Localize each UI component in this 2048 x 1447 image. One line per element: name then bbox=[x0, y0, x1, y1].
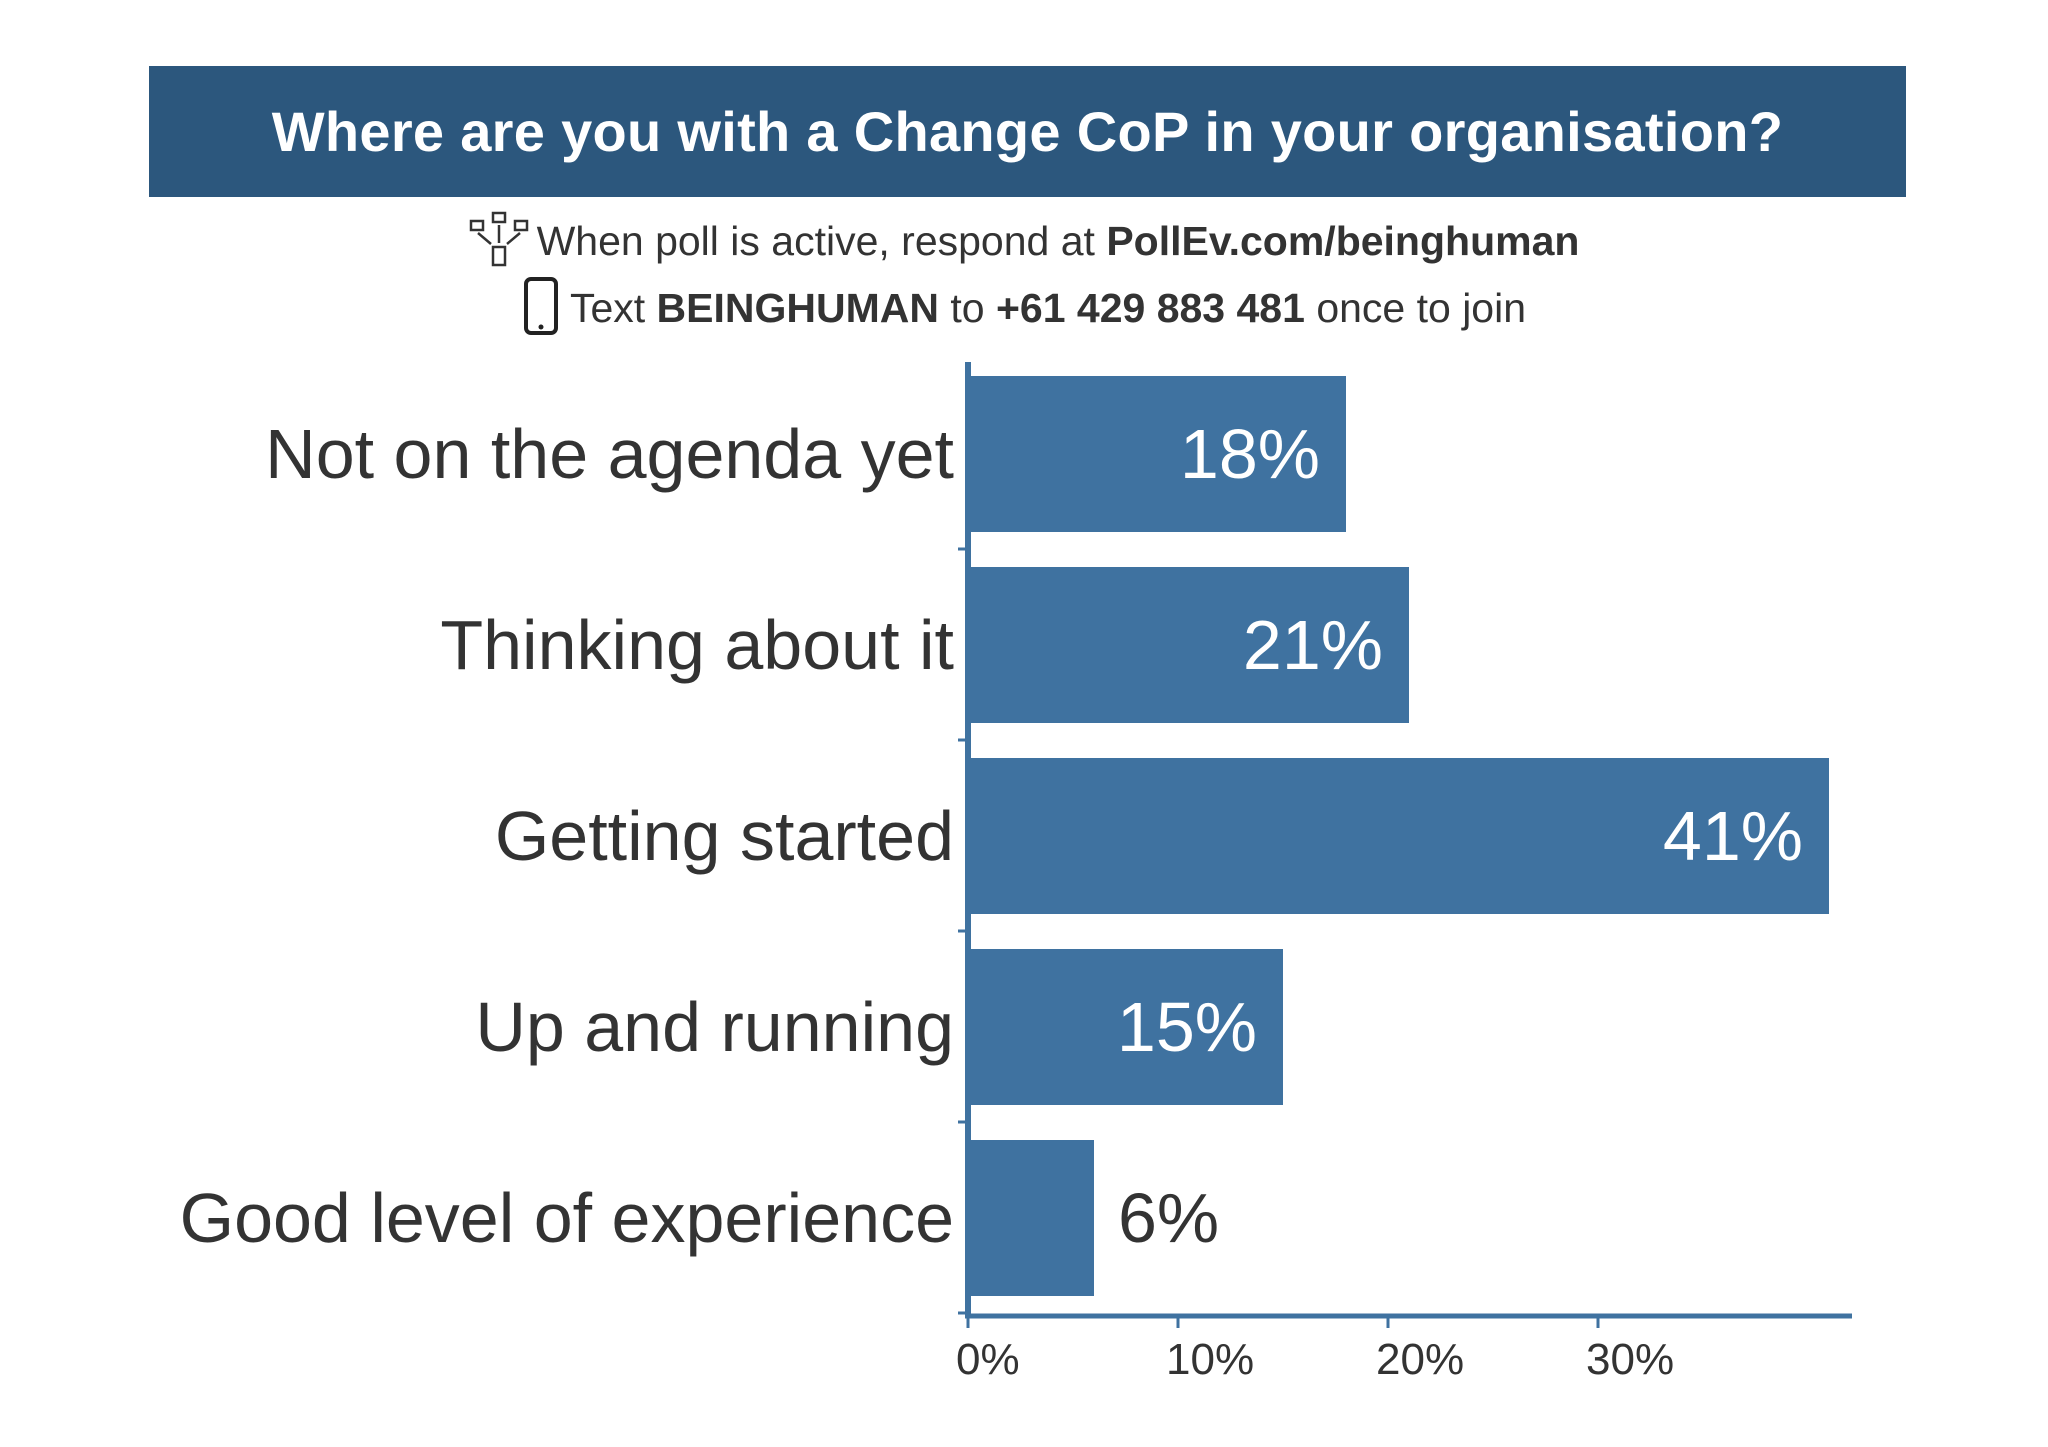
x-tick-label: 30% bbox=[1586, 1335, 1674, 1384]
value-label: 6% bbox=[1118, 1179, 1219, 1257]
sms-prefix: Text bbox=[569, 284, 657, 331]
phone-icon bbox=[522, 276, 562, 346]
value-label: 15% bbox=[1117, 988, 1257, 1066]
sms-mid: to bbox=[938, 284, 996, 331]
network-devices-icon bbox=[469, 211, 529, 277]
category-label: Not on the agenda yet bbox=[265, 415, 954, 493]
web-prefix: When poll is active, respond at bbox=[536, 217, 1107, 264]
web-url-link[interactable]: PollEv.com/beinghuman bbox=[1106, 217, 1580, 264]
value-label: 41% bbox=[1663, 797, 1803, 875]
bar bbox=[968, 949, 1283, 1105]
category-label: Thinking about it bbox=[440, 606, 954, 684]
bar bbox=[968, 376, 1346, 532]
value-label: 21% bbox=[1243, 606, 1383, 684]
value-label: 18% bbox=[1180, 415, 1320, 493]
sms-keyword: BEINGHUMAN bbox=[656, 284, 939, 331]
poll-title: Where are you with a Change CoP in your … bbox=[149, 66, 1906, 197]
bar bbox=[968, 567, 1409, 723]
category-label: Up and running bbox=[475, 988, 954, 1066]
category-label: Good level of experience bbox=[180, 1179, 954, 1257]
sms-instructions: Text BEINGHUMAN to +61 429 883 481 once … bbox=[0, 276, 2048, 346]
sms-number: +61 429 883 481 bbox=[995, 284, 1305, 331]
bar bbox=[968, 1140, 1094, 1296]
sms-suffix: once to join bbox=[1304, 284, 1527, 331]
x-tick-label: 20% bbox=[1376, 1335, 1464, 1384]
web-instructions: When poll is active, respond at PollEv.c… bbox=[0, 211, 2048, 277]
x-tick-label: 10% bbox=[1166, 1335, 1254, 1384]
x-tick-label: 0% bbox=[956, 1335, 1020, 1384]
category-label: Getting started bbox=[495, 797, 954, 875]
bar bbox=[968, 758, 1829, 914]
